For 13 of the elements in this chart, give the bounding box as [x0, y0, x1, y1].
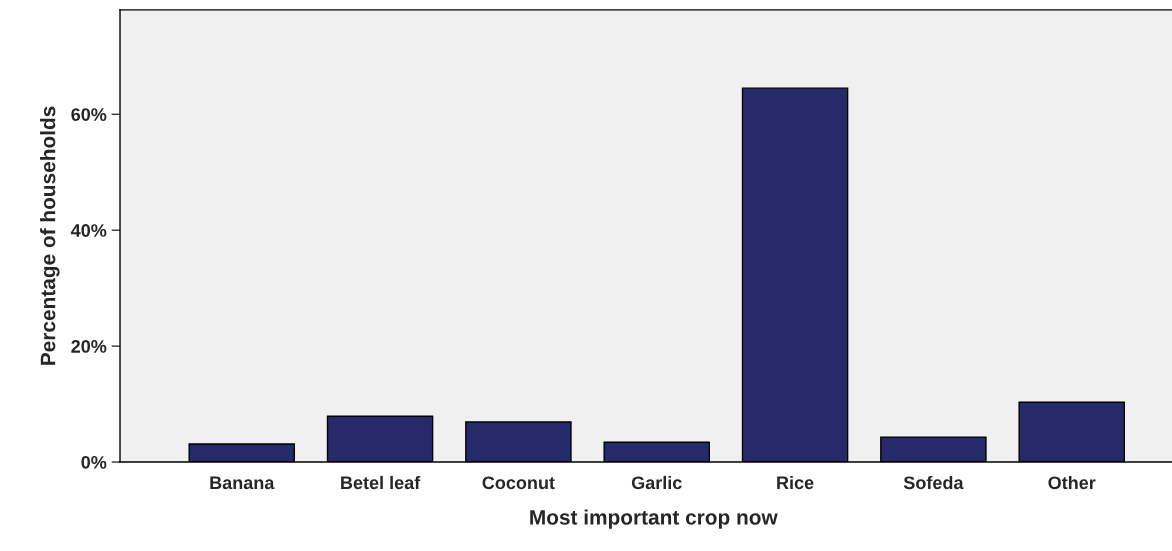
y-axis-title: Percentage of households: [40, 106, 60, 365]
y-tick-label: 60%: [71, 108, 107, 121]
x-tick-label: Other: [1048, 475, 1096, 490]
x-tick-label: Betel leaf: [341, 475, 421, 490]
x-tick-label: Garlic: [631, 475, 682, 490]
y-tick-label: 0%: [81, 455, 107, 469]
x-tick-label: Coconut: [482, 476, 555, 490]
y-tick-label: 20%: [71, 340, 107, 353]
x-axis-title: Most important crop now: [530, 509, 778, 529]
x-tick-label: Rice: [777, 475, 814, 490]
x-tick-label: Sofeda: [903, 475, 964, 490]
y-tick-label: 40%: [70, 224, 107, 237]
x-tick-label: Banana: [210, 476, 275, 490]
